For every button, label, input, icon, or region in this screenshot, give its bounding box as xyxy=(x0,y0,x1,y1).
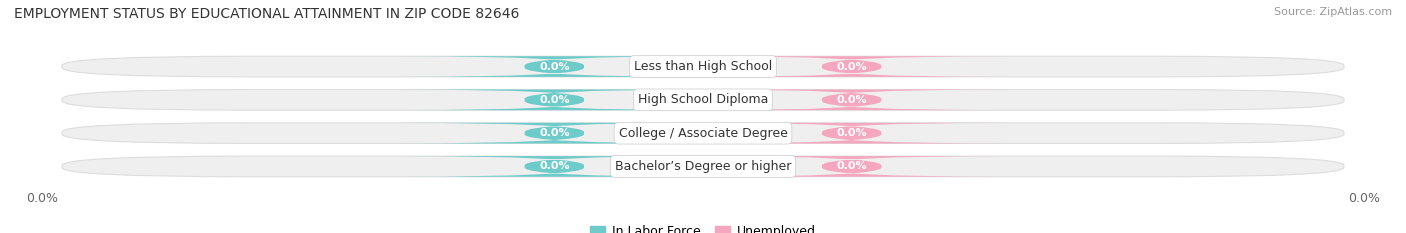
Text: Source: ZipAtlas.com: Source: ZipAtlas.com xyxy=(1274,7,1392,17)
FancyBboxPatch shape xyxy=(62,56,1344,77)
Text: 0.0%: 0.0% xyxy=(837,128,868,138)
FancyBboxPatch shape xyxy=(62,89,1344,110)
FancyBboxPatch shape xyxy=(62,123,1344,144)
FancyBboxPatch shape xyxy=(399,123,710,144)
Text: College / Associate Degree: College / Associate Degree xyxy=(619,127,787,140)
Text: 0.0%: 0.0% xyxy=(837,161,868,171)
Text: 0.0%: 0.0% xyxy=(538,128,569,138)
Text: 0.0%: 0.0% xyxy=(837,62,868,72)
Text: 0.0%: 0.0% xyxy=(837,95,868,105)
FancyBboxPatch shape xyxy=(696,123,1007,144)
Text: Less than High School: Less than High School xyxy=(634,60,772,73)
Text: 0.0%: 0.0% xyxy=(538,95,569,105)
FancyBboxPatch shape xyxy=(399,156,710,177)
Text: 0.0%: 0.0% xyxy=(538,62,569,72)
FancyBboxPatch shape xyxy=(399,89,710,110)
Legend: In Labor Force, Unemployed: In Labor Force, Unemployed xyxy=(585,220,821,233)
Text: High School Diploma: High School Diploma xyxy=(638,93,768,106)
FancyBboxPatch shape xyxy=(696,56,1007,77)
FancyBboxPatch shape xyxy=(696,89,1007,110)
Text: Bachelor’s Degree or higher: Bachelor’s Degree or higher xyxy=(614,160,792,173)
FancyBboxPatch shape xyxy=(696,156,1007,177)
Text: 0.0%: 0.0% xyxy=(538,161,569,171)
Text: EMPLOYMENT STATUS BY EDUCATIONAL ATTAINMENT IN ZIP CODE 82646: EMPLOYMENT STATUS BY EDUCATIONAL ATTAINM… xyxy=(14,7,519,21)
FancyBboxPatch shape xyxy=(62,156,1344,177)
FancyBboxPatch shape xyxy=(399,56,710,77)
